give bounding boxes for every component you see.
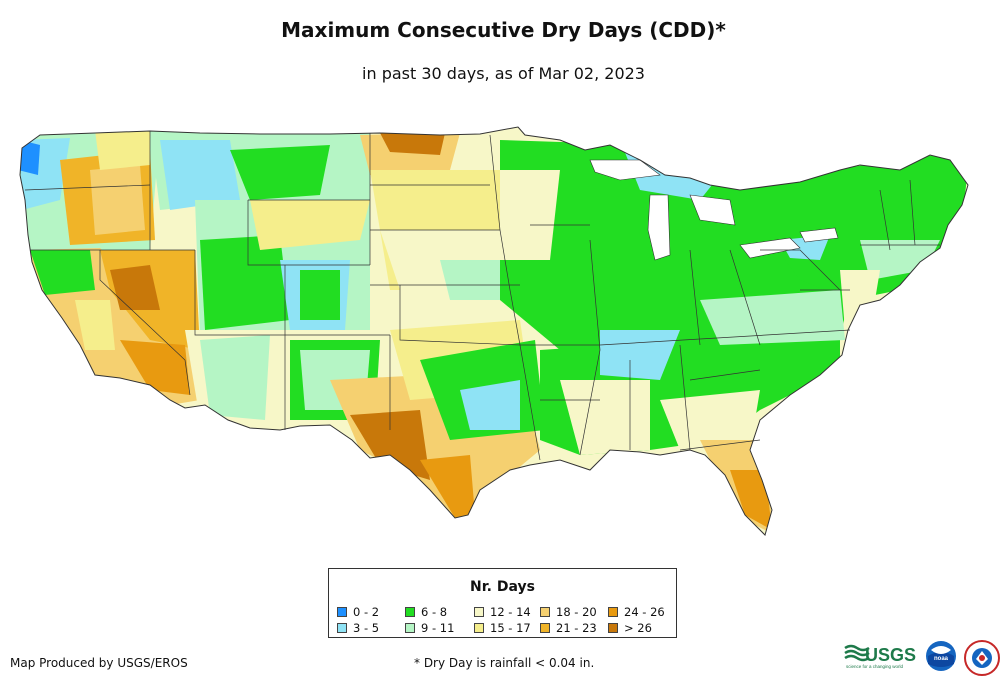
legend-item-gt-26: > 26 (608, 621, 652, 635)
legend-item-12-14: 12 - 14 (474, 605, 531, 619)
map-title: Maximum Consecutive Dry Days (CDD)* (281, 18, 726, 42)
legend-label: 6 - 8 (421, 605, 448, 619)
legend-label: 9 - 11 (421, 621, 455, 635)
map-subtitle: in past 30 days, as of Mar 02, 2023 (362, 64, 645, 83)
us-cdd-map (19, 126, 969, 536)
legend-item-6-8: 6 - 8 (405, 605, 447, 619)
legend-label: 3 - 5 (353, 621, 380, 635)
swatch (337, 607, 347, 617)
usgs-logo: USGS science for a changing world (844, 644, 916, 669)
usgs-tagline: science for a changing world (846, 664, 904, 669)
noaa-logo: noaa (926, 641, 956, 671)
usgs-logo-text: USGS (865, 645, 916, 665)
legend-item-24-26: 24 - 26 (608, 605, 665, 619)
legend-title: Nr. Days (470, 579, 535, 595)
legend-label: 21 - 23 (556, 621, 597, 635)
swatch (608, 607, 618, 617)
legend: Nr. Days 0 - 2 3 - 5 6 - 8 9 - 11 12 - 1… (328, 568, 677, 638)
map-credit: Map Produced by USGS/EROS (10, 656, 188, 670)
legend-label: 15 - 17 (490, 621, 531, 635)
legend-item-3-5: 3 - 5 (337, 621, 379, 635)
legend-label: 18 - 20 (556, 605, 597, 619)
swatch (608, 623, 618, 633)
legend-label: 24 - 26 (624, 605, 665, 619)
legend-item-9-11: 9 - 11 (405, 621, 454, 635)
dry-day-footnote: * Dry Day is rainfall < 0.04 in. (414, 656, 595, 670)
swatch (474, 607, 484, 617)
nws-logo (964, 640, 1000, 676)
legend-label: 0 - 2 (353, 605, 380, 619)
legend-label: 12 - 14 (490, 605, 531, 619)
swatch (474, 623, 484, 633)
legend-item-21-23: 21 - 23 (540, 621, 597, 635)
swatch (337, 623, 347, 633)
swatch (540, 623, 550, 633)
legend-item-18-20: 18 - 20 (540, 605, 597, 619)
legend-item-0-2: 0 - 2 (337, 605, 379, 619)
swatch (405, 607, 415, 617)
noaa-logo-text: noaa (934, 656, 949, 662)
legend-label: > 26 (624, 621, 652, 635)
swatch (405, 623, 415, 633)
swatch (540, 607, 550, 617)
legend-item-15-17: 15 - 17 (474, 621, 531, 635)
